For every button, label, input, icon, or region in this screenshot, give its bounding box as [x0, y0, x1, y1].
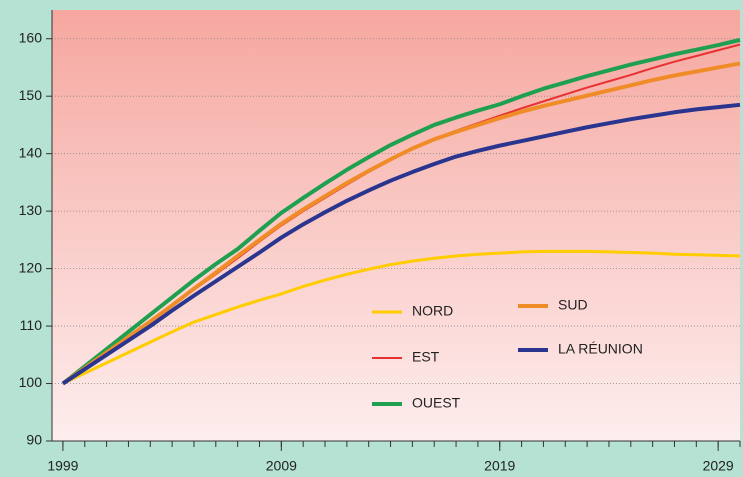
legend-label: EST	[412, 349, 440, 365]
legend-label: OUEST	[412, 395, 461, 411]
y-tick-label: 100	[19, 374, 43, 390]
y-tick-label: 120	[19, 259, 43, 275]
plot-area	[52, 10, 740, 441]
x-tick-label: 2029	[703, 458, 734, 474]
series-line	[61, 37, 741, 386]
series-line	[61, 61, 741, 386]
x-tick-label: 2019	[484, 458, 515, 474]
legend-label: LA RÉUNION	[558, 341, 643, 357]
legend-label: NORD	[412, 303, 453, 319]
y-tick-label: 130	[19, 202, 43, 218]
series-line	[61, 102, 741, 386]
y-tick-label: 110	[20, 317, 43, 333]
y-tick-label: 140	[19, 144, 43, 160]
x-tick-label: 1999	[47, 458, 78, 474]
series-line	[62, 249, 741, 385]
x-tick-label: 2009	[266, 458, 297, 474]
y-tick-label: 90	[26, 432, 42, 448]
y-tick-label: 150	[19, 87, 43, 103]
legend-label: SUD	[558, 297, 588, 313]
y-tick-label: 160	[19, 29, 43, 45]
